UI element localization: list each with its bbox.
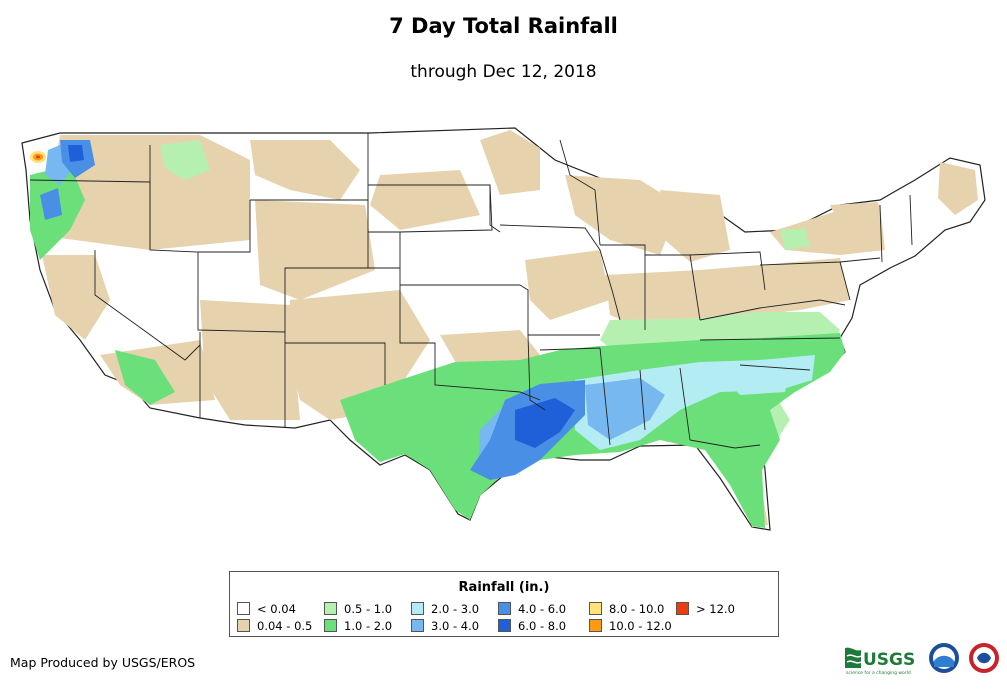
legend-swatch — [589, 602, 602, 615]
legend-label: 0.5 - 1.0 — [344, 602, 393, 616]
legend-item: 6.0 - 8.0 — [498, 619, 566, 633]
noaa-logo-icon — [929, 643, 959, 673]
legend-label: 3.0 - 4.0 — [431, 619, 480, 633]
legend-swatch — [411, 602, 424, 615]
rainfall-map — [21, 127, 986, 531]
legend-item: > 12.0 — [676, 602, 735, 616]
map-title: 7 Day Total Rainfall — [389, 14, 618, 38]
legend-swatch — [237, 619, 250, 632]
legend-swatch — [589, 619, 602, 632]
usgs-logo-tagline: science for a changing world — [846, 670, 911, 676]
legend-item: 3.0 - 4.0 — [411, 619, 479, 633]
usgs-logo-icon: USGS science for a changing world — [845, 647, 915, 676]
nws-logo-icon — [969, 643, 999, 673]
legend-swatch — [498, 602, 511, 615]
legend-item: 0.04 - 0.5 — [237, 619, 312, 633]
legend-label: 2.0 - 3.0 — [431, 602, 480, 616]
map-subtitle: through Dec 12, 2018 — [410, 62, 597, 82]
legend-label: 6.0 - 8.0 — [518, 619, 567, 633]
legend-item: 1.0 - 2.0 — [324, 619, 392, 633]
legend-item: 2.0 - 3.0 — [411, 602, 479, 616]
rainfall-band-0.04-0.5 — [42, 130, 978, 527]
legend-swatch — [324, 619, 337, 632]
legend-label: 1.0 - 2.0 — [344, 619, 393, 633]
map-credit: Map Produced by USGS/EROS — [10, 655, 196, 670]
legend-item: 4.0 - 6.0 — [498, 602, 566, 616]
legend-label: 10.0 - 12.0 — [609, 619, 672, 633]
legend-item: < 0.04 — [237, 602, 296, 616]
legend-label: 4.0 - 6.0 — [518, 602, 567, 616]
map-legend: Rainfall (in.) < 0.04 0.04 - 0.5 0.5 - 1… — [229, 571, 779, 637]
legend-label: < 0.04 — [257, 602, 296, 616]
agency-logos: USGS science for a changing world — [845, 643, 999, 676]
legend-swatch — [498, 619, 511, 632]
legend-label: > 12.0 — [696, 602, 735, 616]
legend-item: 10.0 - 12.0 — [589, 619, 672, 633]
legend-swatch — [676, 602, 689, 615]
rainfall-band-extreme — [30, 151, 46, 163]
legend-swatch — [237, 602, 250, 615]
legend-item: 8.0 - 10.0 — [589, 602, 664, 616]
legend-label: 0.04 - 0.5 — [257, 619, 313, 633]
legend-swatch — [411, 619, 424, 632]
legend-swatch — [324, 602, 337, 615]
rainfall-band-6.0-8.0 — [68, 145, 575, 448]
legend-label: 8.0 - 10.0 — [609, 602, 665, 616]
legend-item: 0.5 - 1.0 — [324, 602, 392, 616]
usgs-logo-text: USGS — [863, 650, 915, 670]
state-boundaries — [29, 133, 913, 449]
legend-title: Rainfall (in.) — [458, 580, 550, 595]
